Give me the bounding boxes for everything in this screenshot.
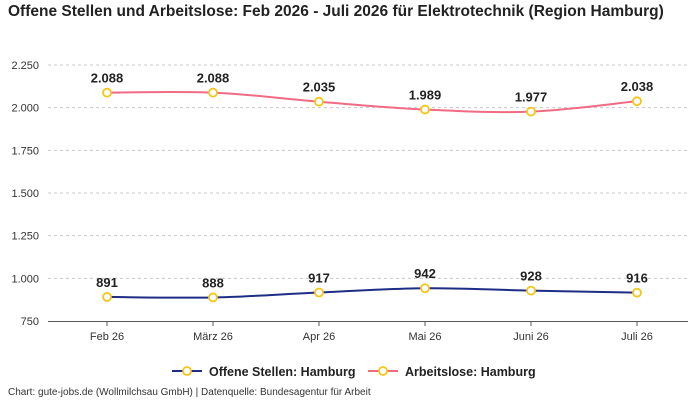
data-point xyxy=(208,292,218,303)
legend-label: Offene Stellen: Hamburg xyxy=(209,365,356,379)
data-label: 2.038 xyxy=(621,79,654,94)
y-tick-label: 1.250 xyxy=(11,231,39,243)
y-axis: 750 1.000 1.250 1.500 1.750 2.000 2.250 xyxy=(11,60,39,328)
data-point xyxy=(314,96,324,107)
data-point xyxy=(314,287,324,298)
chart-title: Offene Stellen und Arbeitslose: Feb 2026… xyxy=(8,3,664,20)
data-label: 917 xyxy=(308,270,330,285)
x-tick-label: Feb 26 xyxy=(90,331,124,343)
data-point xyxy=(420,104,430,115)
data-point xyxy=(632,287,642,298)
data-point xyxy=(102,87,112,98)
legend-swatch-marker xyxy=(182,366,192,376)
series-line xyxy=(106,90,638,114)
legend-label: Arbeitslose: Hamburg xyxy=(405,365,536,379)
data-labels: 891 888 917 942 928 916 2.088 2.088 2.035 1.989 1.… xyxy=(91,71,654,291)
x-axis: Feb 26 März 26 Apr 26 Mai 26 Juni 26 Juli 26 xyxy=(48,321,688,343)
y-tick-label: 2.250 xyxy=(11,60,39,72)
source-footer: Chart: gute-jobs.de (Wollmilchsau GmbH) … xyxy=(8,387,371,398)
y-tick-label: 1.000 xyxy=(11,273,39,285)
data-label: 1.989 xyxy=(409,88,442,103)
y-tick-label: 1.500 xyxy=(11,188,39,200)
x-tick-label: Apr 26 xyxy=(303,331,335,343)
data-label: 942 xyxy=(414,266,436,281)
data-label: 2.088 xyxy=(91,71,124,86)
x-tick-label: Juni 26 xyxy=(513,331,548,343)
y-tick-label: 2.000 xyxy=(11,103,39,115)
series-markers xyxy=(102,87,642,303)
x-tick-label: Mai 26 xyxy=(408,331,441,343)
data-point xyxy=(526,106,536,117)
data-point xyxy=(208,87,218,98)
data-label: 1.977 xyxy=(515,90,548,105)
series-lines xyxy=(106,90,638,299)
data-point xyxy=(102,292,112,302)
data-label: 888 xyxy=(202,275,224,290)
data-label: 916 xyxy=(626,271,648,286)
data-label: 2.035 xyxy=(303,80,336,95)
series-line xyxy=(106,287,638,299)
legend: Offene Stellen: Hamburg Arbeitslose: Hamb… xyxy=(172,365,536,379)
x-tick-label: Juli 26 xyxy=(621,331,653,343)
data-label: 2.088 xyxy=(197,71,230,86)
data-point xyxy=(632,96,642,107)
data-label: 928 xyxy=(520,269,542,284)
y-tick-label: 750 xyxy=(21,316,39,328)
grid-lines xyxy=(48,64,688,279)
x-tick-label: März 26 xyxy=(193,331,233,343)
legend-swatch-marker xyxy=(378,366,388,376)
data-label: 891 xyxy=(96,275,118,290)
data-point xyxy=(526,285,536,296)
y-tick-label: 1.750 xyxy=(11,145,39,157)
data-point xyxy=(420,283,430,294)
